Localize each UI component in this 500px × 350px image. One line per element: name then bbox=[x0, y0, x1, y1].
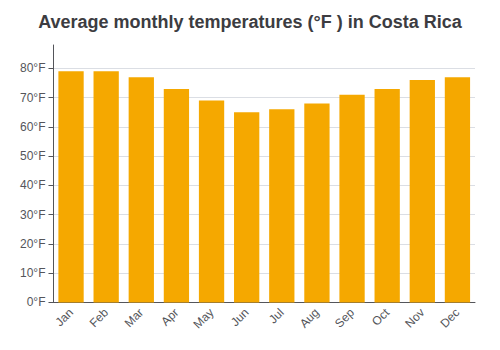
svg-text:Jun: Jun bbox=[228, 306, 252, 330]
svg-text:Jul: Jul bbox=[266, 306, 287, 327]
svg-text:Oct: Oct bbox=[369, 305, 393, 329]
svg-text:Mar: Mar bbox=[122, 306, 147, 330]
svg-text:70°F: 70°F bbox=[20, 91, 45, 105]
svg-text:May: May bbox=[191, 306, 217, 332]
svg-text:10°F: 10°F bbox=[20, 266, 45, 280]
svg-text:Dec: Dec bbox=[437, 306, 462, 331]
svg-text:40°F: 40°F bbox=[20, 178, 45, 192]
svg-text:30°F: 30°F bbox=[20, 208, 45, 222]
svg-text:Jan: Jan bbox=[52, 306, 76, 330]
svg-text:50°F: 50°F bbox=[20, 149, 45, 163]
svg-text:Nov: Nov bbox=[402, 306, 427, 331]
svg-text:Aug: Aug bbox=[297, 306, 322, 331]
svg-text:0°F: 0°F bbox=[27, 295, 46, 309]
svg-text:60°F: 60°F bbox=[20, 120, 45, 134]
svg-text:Apr: Apr bbox=[158, 306, 181, 329]
svg-text:80°F: 80°F bbox=[20, 61, 45, 75]
svg-text:Feb: Feb bbox=[87, 305, 112, 330]
svg-text:20°F: 20°F bbox=[20, 237, 45, 251]
svg-text:Average monthly temperatures (: Average monthly temperatures (°F ) in Co… bbox=[38, 12, 463, 32]
svg-text:Sep: Sep bbox=[332, 305, 357, 330]
